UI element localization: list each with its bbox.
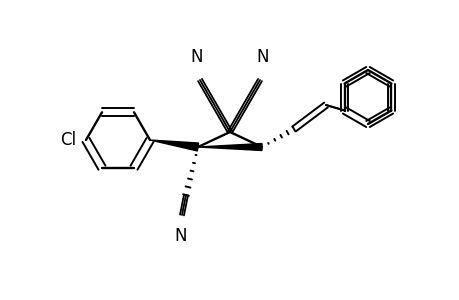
Text: N: N	[174, 227, 187, 245]
Polygon shape	[150, 140, 198, 151]
Text: N: N	[256, 48, 269, 66]
Text: N: N	[190, 48, 203, 66]
Text: Cl: Cl	[60, 131, 76, 149]
Polygon shape	[197, 143, 262, 151]
